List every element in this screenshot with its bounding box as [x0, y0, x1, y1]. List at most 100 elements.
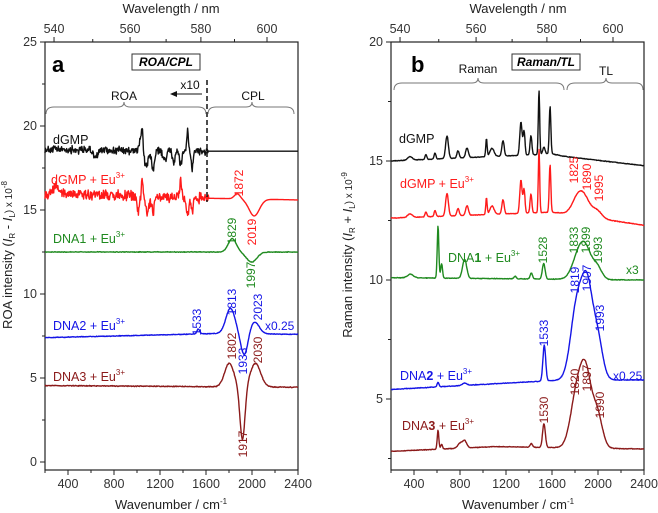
y-tick-label: 25: [23, 35, 37, 49]
x-tick-label: 800: [104, 477, 125, 491]
series-label-dna2-a: DNA2 + Eu3+: [53, 317, 125, 333]
series-line-dgmp-eu3-: [390, 148, 645, 227]
y-tick-label: 20: [23, 119, 37, 133]
tl-region-label: TL: [599, 64, 613, 78]
peak-label: 1819: [568, 266, 582, 293]
x-axis-title-a: Wavenumber / cm-1: [115, 497, 228, 512]
y-axis-title-b: Raman intensity (IR + IL) x 10-9: [340, 172, 357, 338]
peak-label: 1820: [568, 368, 582, 395]
peak-label: 1917: [236, 430, 250, 457]
peak-label: 1997: [244, 261, 258, 288]
peak-label: 2030: [251, 336, 265, 363]
dna1-name: DNA1: [53, 232, 86, 246]
peak-label: 1833: [567, 226, 581, 253]
x-tick-label: 2400: [630, 477, 658, 491]
x-tick-label: 2000: [238, 477, 266, 491]
top-tick-label: 600: [257, 22, 278, 36]
peak-label: 1872: [232, 169, 246, 196]
x-axis-title-b: Wavenumber / cm-1: [462, 497, 575, 512]
x-tick-label: 1600: [192, 477, 220, 491]
arrow-left-icon: [170, 91, 202, 97]
series-line-dna1-eu3-: [44, 237, 299, 263]
x-tick-label: 1200: [492, 477, 520, 491]
peak-label: 1802: [225, 332, 239, 359]
y-tick-label: 10: [23, 287, 37, 301]
x-tick-label: 1200: [146, 477, 174, 491]
peak-label: 2023: [251, 293, 265, 320]
series-label-dgmp-eu-b: dGMP + Eu3+: [400, 175, 474, 191]
series-line-dgmp: [390, 90, 645, 167]
y-tick-label: 5: [30, 371, 37, 385]
series-label-dgmp-b: dGMP: [399, 132, 434, 146]
series-line-dna3-eu3-: [44, 362, 299, 441]
cpl-region-label: CPL: [241, 89, 265, 103]
series-line-dna1-eu3-: [390, 225, 645, 281]
peak-label: 1899: [579, 226, 593, 253]
x-tick-label: 2000: [584, 477, 612, 491]
peak-label: 1533: [537, 319, 551, 346]
raman-brace: [393, 77, 565, 91]
peak-label: 1897: [580, 364, 594, 391]
peak-label: 1907: [580, 264, 594, 291]
top-tick-label: 580: [190, 22, 211, 36]
series-label-dna1-a: DNA1 + Eu3+: [53, 230, 125, 246]
top-tick-label: 540: [44, 22, 65, 36]
scale-label-dna2-a: x0.25: [265, 319, 295, 333]
y-tick-label: 15: [369, 154, 383, 168]
x-tick-label: 400: [58, 477, 79, 491]
top-tick-label: 580: [536, 22, 557, 36]
peak-label: 1528: [536, 236, 550, 263]
series-line-dgmp: [44, 127, 299, 173]
x-tick-label: 2400: [284, 477, 312, 491]
peak-label: 1825: [567, 156, 581, 183]
peak-label: 1890: [580, 163, 594, 190]
plot-frame: [390, 41, 645, 471]
panel-a-letter: a: [52, 52, 65, 77]
roa-region-label: ROA: [111, 89, 137, 103]
y-tick-label: 20: [369, 35, 383, 49]
raman-region-label: Raman: [459, 62, 498, 76]
dna2-name: DNA2: [53, 319, 86, 333]
dna3-name: DNA3: [53, 370, 86, 384]
peak-label: 2019: [245, 218, 259, 245]
series-label-dna3-a: DNA3 + Eu3+: [53, 368, 125, 384]
peak-label: 1829: [225, 217, 239, 244]
y-axis-title-a: ROA intensity (IR - IL) x 10-8: [0, 181, 17, 329]
scale-label-dna2-b: x0.25: [613, 369, 643, 383]
peak-label: 1993: [591, 236, 605, 263]
top-axis-title-a: Wavelength / nm: [122, 1, 219, 16]
scale-x10-label: x10: [180, 78, 200, 92]
y-tick-label: 5: [376, 392, 383, 406]
x-tick-label: 800: [450, 477, 471, 491]
panel-a: 400 800 1200 1600 2000 2400 0 5 10 15 20 25 540 560 58…: [23, 22, 312, 491]
top-tick-label: 600: [603, 22, 624, 36]
peak-label: 1993: [593, 304, 607, 331]
cpl-brace: [207, 101, 295, 115]
x-tick-label: 1600: [538, 477, 566, 491]
y-tick-label: 0: [30, 455, 37, 469]
series-line-dna3-eu3-: [390, 358, 645, 453]
panel-b-letter: b: [411, 52, 424, 77]
peak-label: 1933: [236, 347, 250, 374]
title-box-a: [131, 53, 201, 71]
peak-label: 1533: [190, 308, 204, 335]
peak-label: 1530: [537, 396, 551, 423]
peak-label: 1995: [592, 174, 606, 201]
top-tick-label: 560: [466, 22, 487, 36]
series-line-dgmp-eu3-: [44, 176, 299, 217]
y-tick-label: 15: [23, 203, 37, 217]
top-tick-label: 560: [120, 22, 141, 36]
peak-label: 1990: [593, 391, 607, 418]
x-tick-label: 400: [404, 477, 425, 491]
title-b: Raman/TL: [517, 55, 575, 69]
peak-label: 1813: [225, 288, 239, 315]
series-label-dna2-b: DNA2 + Eu3+: [400, 367, 472, 383]
plot-frame: [44, 41, 299, 471]
panel-b: 400 800 1200 1600 2000 2400 5 10 15 20 540 560 580 60…: [369, 22, 658, 491]
tl-brace: [566, 77, 644, 91]
top-axis-title-b: Wavelength / nm: [469, 1, 566, 16]
y-tick-label: 10: [369, 273, 383, 287]
scale-label-dna1-b: x3: [626, 263, 639, 277]
title-box-b: [511, 53, 581, 71]
series-line-dna2-eu3-: [44, 307, 299, 356]
